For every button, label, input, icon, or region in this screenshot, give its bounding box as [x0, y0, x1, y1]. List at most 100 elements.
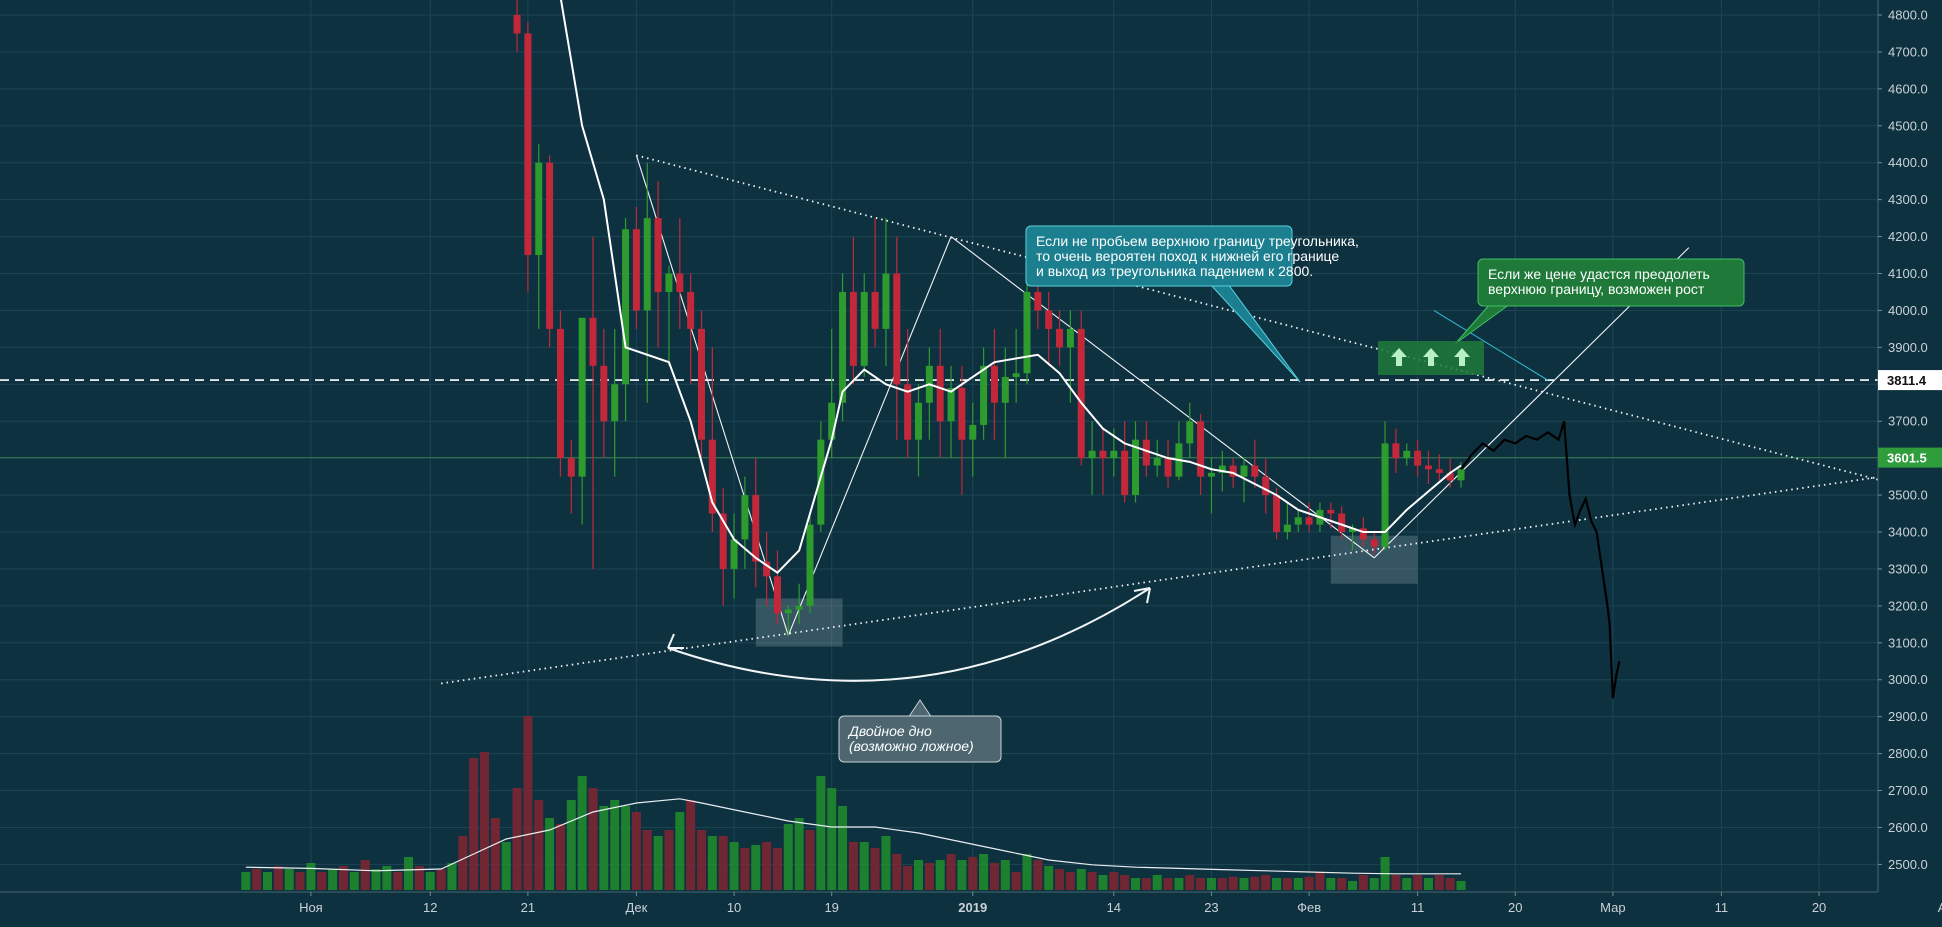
highlight-zones [755, 535, 1418, 647]
candle [1273, 487, 1281, 540]
time-tick-label: 11 [1715, 900, 1729, 915]
candle-body [860, 291, 868, 366]
candle [990, 328, 998, 440]
candle-body [1088, 450, 1096, 459]
volume-bar [1239, 878, 1249, 890]
volume-bar [317, 872, 327, 890]
candle-body [828, 402, 836, 440]
volume-bar [729, 842, 739, 890]
volume-bar [1011, 872, 1021, 890]
candle [1056, 310, 1064, 366]
price-tick-label: 4500.0 [1888, 118, 1928, 133]
candle [958, 365, 966, 496]
candle-body [1197, 421, 1205, 477]
candle [1045, 291, 1053, 366]
time-tick-label: Дек [626, 900, 648, 915]
callout-pointer-1 [1433, 309, 1549, 381]
pattern-segment-2 [787, 236, 952, 636]
time-tick-label: 2019 [958, 900, 987, 915]
price-tick-label: 3400.0 [1888, 525, 1928, 540]
candle [600, 328, 608, 459]
candle-body [1424, 465, 1432, 470]
candle-body [980, 365, 988, 425]
price-badge-label: 3601.5 [1887, 451, 1927, 466]
volume-bar [480, 752, 489, 890]
up-arrow-icon [1423, 348, 1439, 366]
candle-body [1392, 443, 1400, 459]
candle [871, 218, 879, 348]
candle [893, 236, 901, 440]
price-axis-bg [1878, 0, 1942, 892]
volume-bar [794, 818, 804, 890]
volume-bar [1315, 872, 1325, 890]
volume-bar [924, 863, 934, 890]
volume-bar [1250, 876, 1260, 890]
candle [513, 0, 521, 52]
candle [1424, 450, 1432, 485]
callout-triangle-break-box [1025, 225, 1293, 287]
candle-body [1153, 458, 1161, 466]
volume-bar [1228, 876, 1238, 890]
projection-layer [1460, 420, 1621, 699]
price-tick-label: 2700.0 [1888, 783, 1928, 798]
candle [1121, 421, 1129, 503]
volume-bar [1445, 878, 1455, 890]
price-badge-label: 3811.4 [1887, 373, 1927, 388]
price-tick-label: 2900.0 [1888, 709, 1928, 724]
candle-body [546, 162, 554, 329]
candle [1338, 506, 1346, 540]
volume-bar [1282, 878, 1292, 890]
volume-bar [805, 830, 815, 890]
candle-body [969, 424, 977, 440]
volume-bar [1163, 878, 1173, 890]
candle-body [1132, 439, 1139, 496]
volume-bar [599, 806, 609, 890]
price-tick-label: 4600.0 [1888, 81, 1928, 96]
candle [849, 236, 857, 385]
candle-body [1435, 469, 1443, 473]
volume-bar [1206, 878, 1216, 890]
volume-bar [1044, 866, 1054, 890]
candle-body [1414, 450, 1422, 466]
candle-body [936, 365, 944, 422]
volume-bar [1055, 869, 1065, 890]
candle [839, 273, 847, 422]
volume-average-line [245, 798, 1461, 875]
candle [1088, 421, 1096, 496]
volume-bar [848, 842, 858, 890]
volume-bar [859, 842, 869, 890]
candle [752, 458, 760, 588]
candle-body [1381, 443, 1389, 547]
volume-bar [490, 818, 500, 890]
volume-bar [1423, 878, 1433, 890]
volume-layer [241, 716, 1466, 890]
candle-body [1056, 328, 1064, 348]
candle-body [1370, 539, 1378, 547]
candle [915, 384, 922, 477]
candle [676, 218, 684, 329]
candle [980, 347, 988, 440]
candle-body [1066, 328, 1074, 348]
candle-body [567, 458, 575, 477]
time-tick-label: Ноя [299, 900, 323, 915]
volume-bar [1131, 878, 1140, 890]
callout-triangle-break: Если не пробьем верхнюю границу треуголь… [1025, 225, 1359, 383]
volume-bar [1261, 875, 1271, 890]
volume-bar [1326, 878, 1336, 890]
callout-double-bottom: Двойное дно(возможно ложное) [838, 699, 1002, 763]
candle-body [806, 524, 814, 606]
candle-body [904, 384, 912, 440]
volume-bar [642, 830, 652, 890]
candle-body [795, 605, 803, 610]
volume-bar [360, 860, 370, 890]
up-arrow-icon [1454, 348, 1470, 366]
volume-bar [664, 830, 674, 890]
volume-bar [772, 848, 782, 890]
volume-bar [1087, 872, 1097, 890]
candle-body [687, 291, 695, 329]
candle [556, 310, 564, 477]
volume-bar [263, 872, 272, 890]
candle [763, 532, 771, 606]
